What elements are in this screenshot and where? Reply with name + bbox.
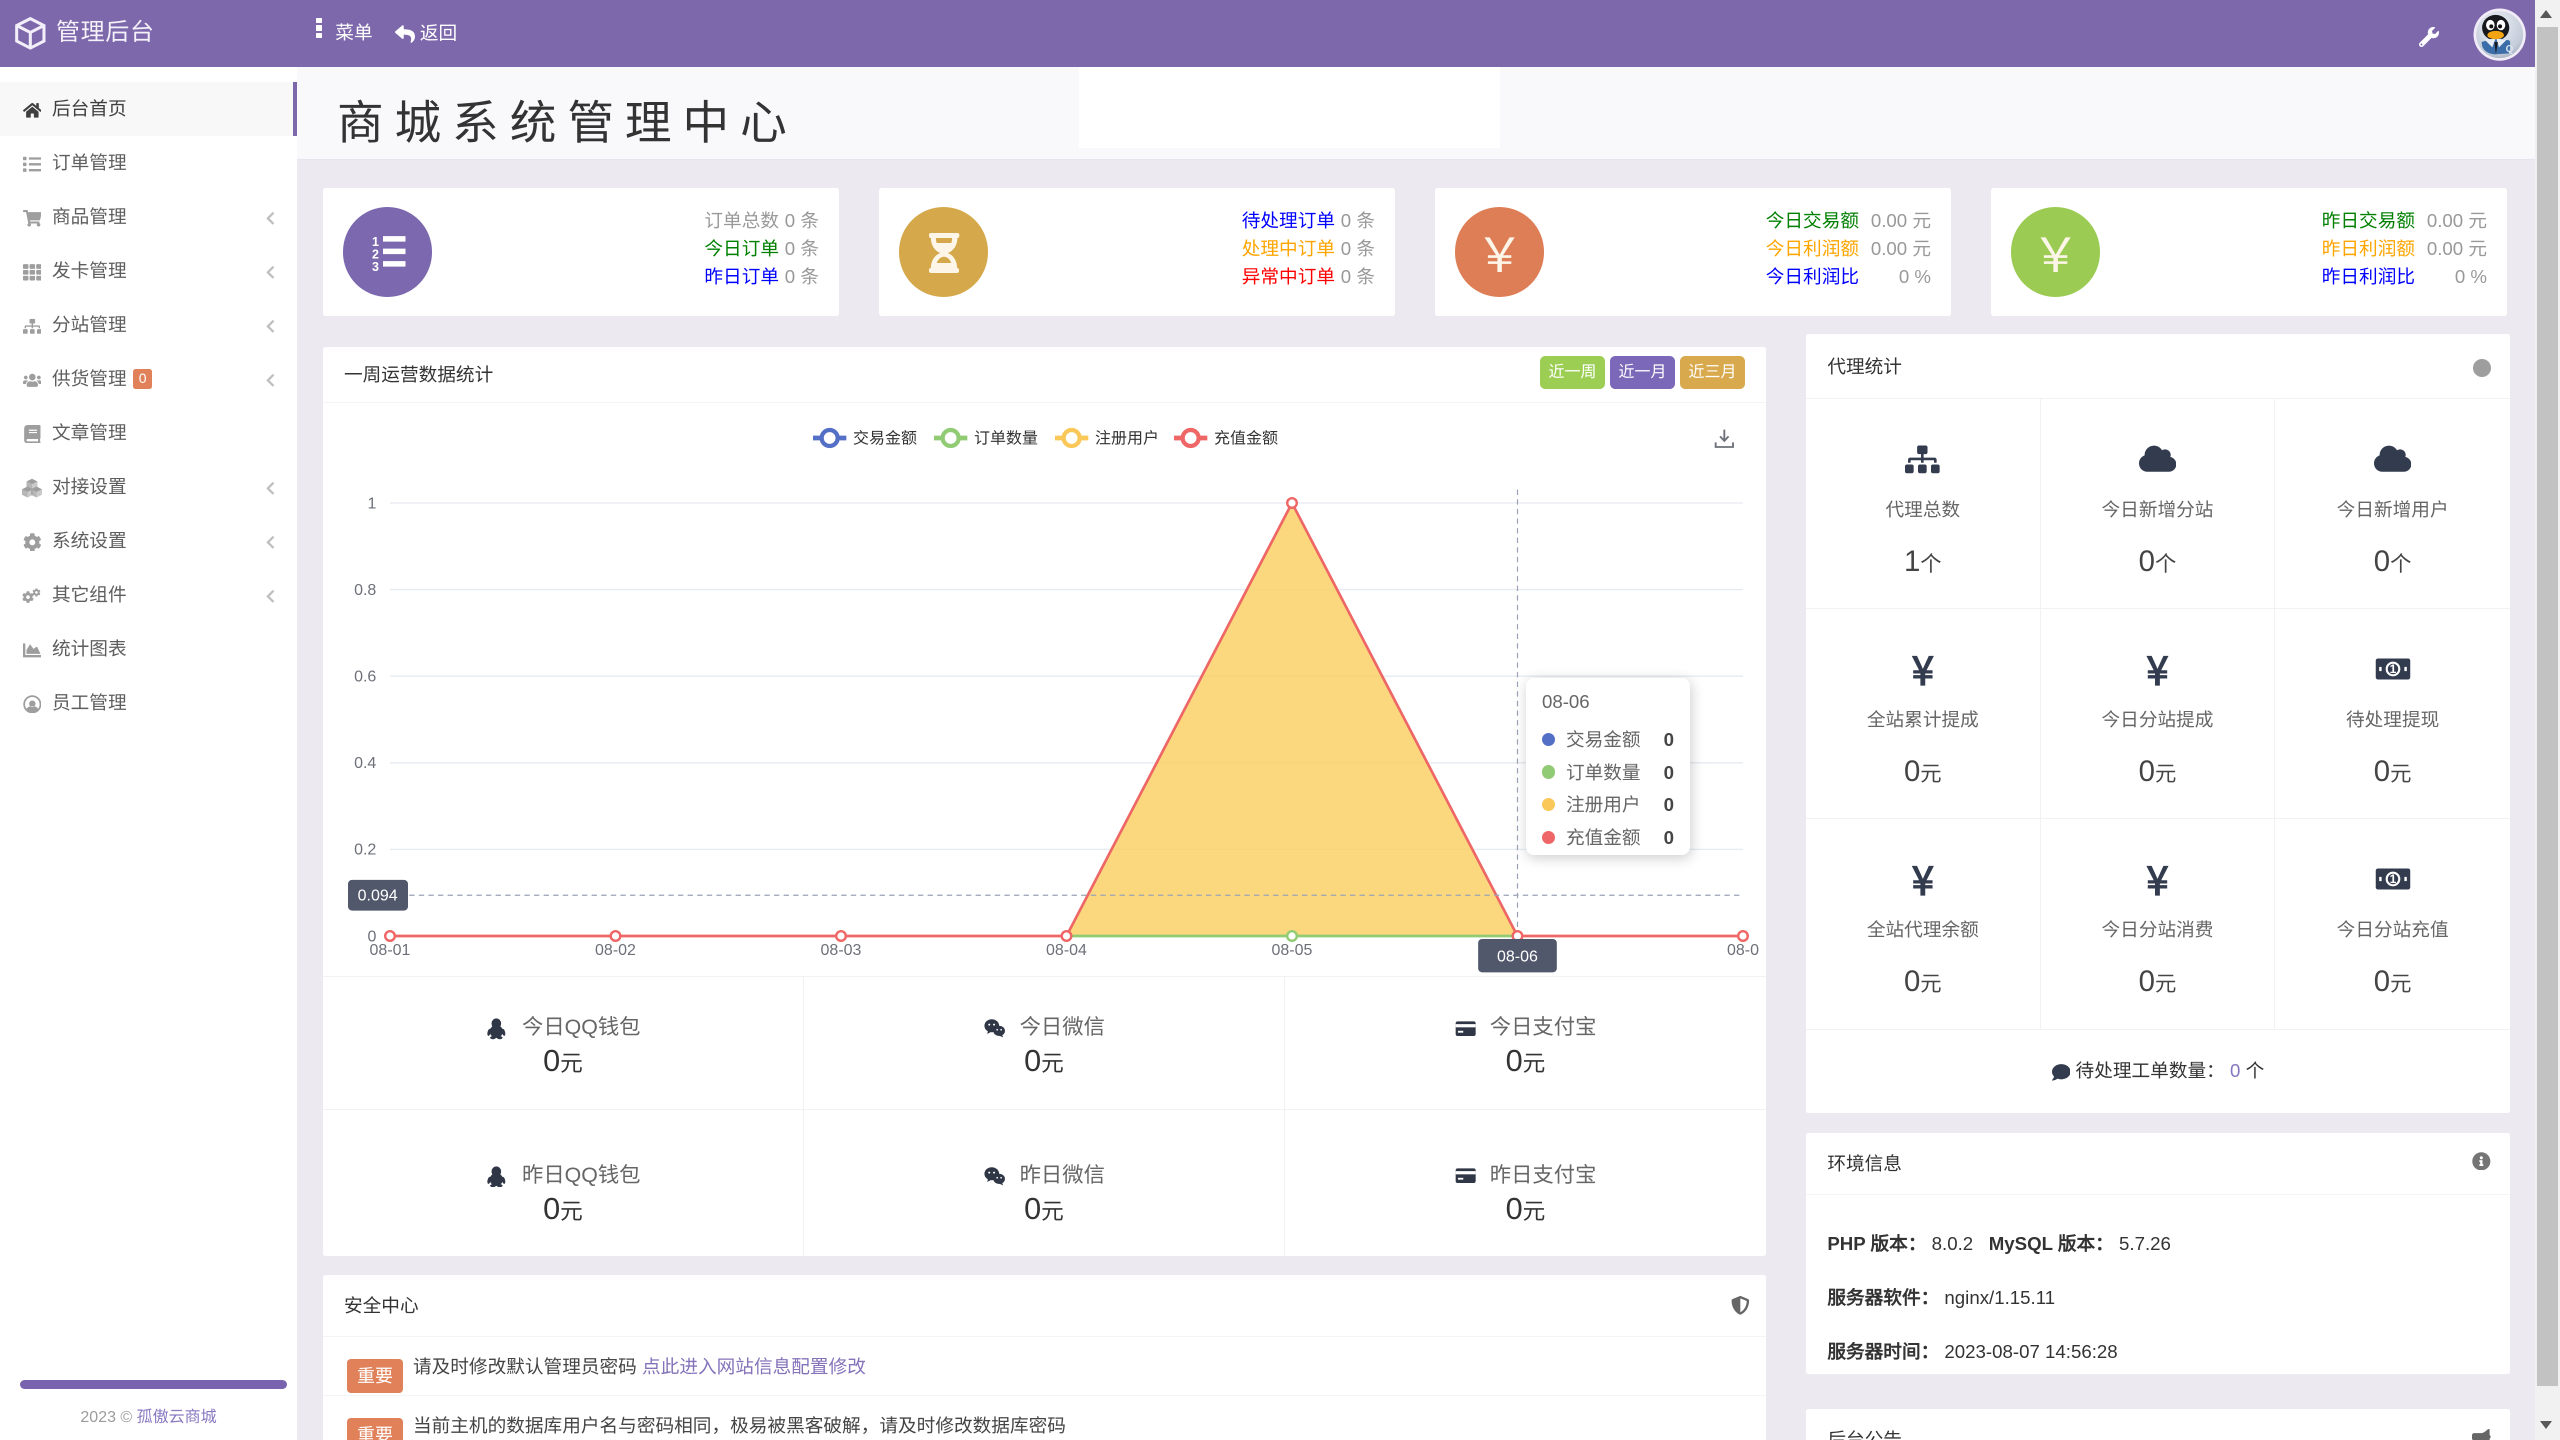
- svg-text:1: 1: [2389, 663, 2396, 677]
- svg-text:0.094: 0.094: [358, 888, 398, 905]
- svg-text:08-0: 08-0: [1727, 942, 1759, 959]
- svg-text:08-02: 08-02: [595, 942, 636, 959]
- svg-text:0: 0: [367, 928, 376, 945]
- svg-text:3: 3: [372, 260, 379, 273]
- svg-text:充值金额: 充值金额: [1214, 430, 1278, 448]
- svg-text:08-01: 08-01: [370, 942, 411, 959]
- svg-text:订单数量: 订单数量: [974, 430, 1038, 448]
- svg-text:0.8: 0.8: [354, 582, 376, 599]
- svg-text:0.6: 0.6: [354, 669, 376, 686]
- svg-text:交易金额: 交易金额: [853, 430, 917, 448]
- svg-text:08-03: 08-03: [821, 942, 862, 959]
- svg-text:1: 1: [372, 235, 379, 249]
- svg-text:1: 1: [2389, 872, 2396, 886]
- svg-text:08-05: 08-05: [1272, 942, 1313, 959]
- svg-text:1: 1: [367, 495, 376, 512]
- svg-text:08-06: 08-06: [1497, 949, 1538, 966]
- svg-text:注册用户: 注册用户: [1095, 430, 1159, 448]
- svg-text:0.2: 0.2: [354, 842, 376, 859]
- svg-text:Q: Q: [2506, 44, 2514, 55]
- svg-text:2: 2: [372, 247, 379, 261]
- svg-text:0.4: 0.4: [354, 755, 376, 772]
- svg-text:08-04: 08-04: [1046, 942, 1087, 959]
